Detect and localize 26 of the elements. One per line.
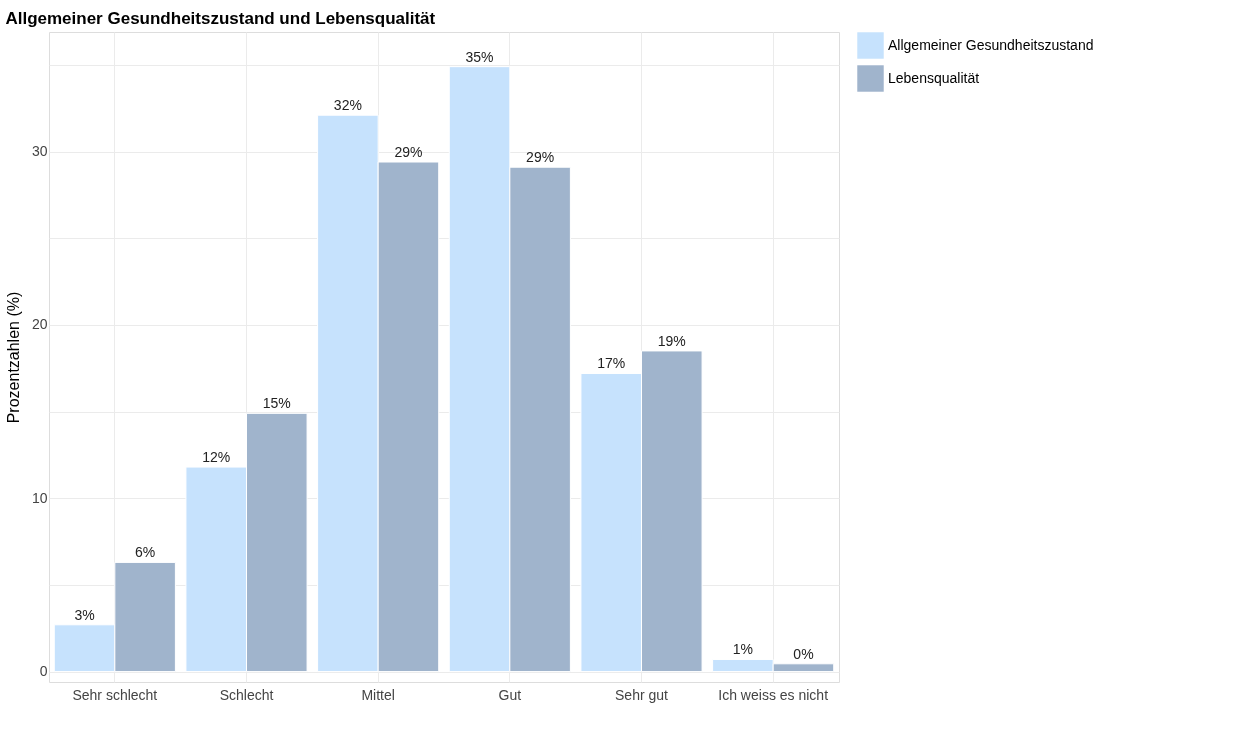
- data-label: 35%: [465, 48, 494, 65]
- x-tick-label: Gut: [498, 686, 522, 703]
- data-label: 1%: [732, 641, 753, 658]
- data-label: 12%: [202, 449, 231, 466]
- data-label: 3%: [74, 606, 95, 623]
- legend-label: Allgemeiner Gesundheitszustand: [888, 36, 1094, 53]
- y-tick-label: 10: [31, 489, 48, 506]
- y-tick-label: 30: [31, 143, 48, 160]
- data-label: 6%: [135, 544, 156, 561]
- y-axis-title: Prozentzahlen (%): [4, 291, 22, 424]
- data-label: 19%: [657, 332, 686, 349]
- chart-title: Allgemeiner Gesundheitszustand und Lebensqualität: [5, 9, 436, 28]
- data-label: 29%: [526, 149, 555, 166]
- data-label: 32%: [333, 97, 362, 114]
- x-tick-label: Schlecht: [219, 686, 274, 703]
- data-label: 15%: [262, 395, 291, 412]
- data-label: 0%: [793, 645, 814, 662]
- x-tick-label: Sehr schlecht: [72, 686, 158, 703]
- data-label: 17%: [597, 355, 626, 372]
- x-tick-label: Mittel: [361, 686, 395, 703]
- data-label: 29%: [394, 144, 423, 160]
- x-tick-label: Ich weiss es nicht: [718, 686, 829, 703]
- legend-label: Lebensqualität: [888, 69, 980, 86]
- y-tick-label: 0: [39, 663, 48, 680]
- y-tick-label: 20: [31, 316, 48, 333]
- x-tick-label: Sehr gut: [615, 686, 669, 703]
